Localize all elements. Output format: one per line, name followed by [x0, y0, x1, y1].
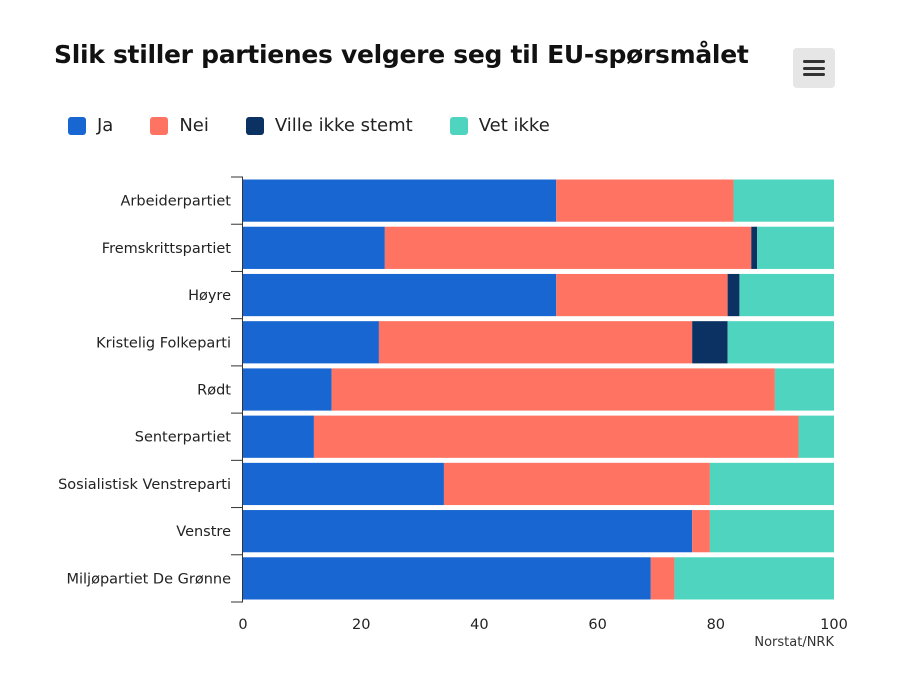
chart-credit: Norstat/NRK	[754, 635, 834, 650]
bar-ja-3[interactable]	[243, 321, 379, 364]
legend-label: Nei	[179, 115, 209, 136]
bar-ja-8[interactable]	[243, 557, 651, 600]
legend-swatch	[68, 116, 86, 135]
bar-ville-ikke-stemt-1[interactable]	[751, 226, 758, 269]
bar-nei-5[interactable]	[313, 415, 799, 458]
x-tick-label: 80	[707, 617, 725, 633]
bar-vet-ikke-6[interactable]	[709, 462, 834, 506]
chart-menu-button[interactable]	[793, 48, 835, 88]
legend-label: Ville ikke stemt	[274, 115, 413, 136]
bar-nei-3[interactable]	[378, 321, 693, 364]
x-tick-label: 0	[238, 617, 247, 633]
bar-nei-1[interactable]	[384, 226, 752, 269]
bar-ville-ikke-stemt-3[interactable]	[692, 321, 728, 364]
hamburger-menu-icon	[803, 60, 825, 63]
bar-ja-1[interactable]	[243, 226, 385, 269]
x-tick-label: 40	[470, 617, 488, 633]
category-label: Arbeiderpartiet	[121, 194, 232, 210]
bar-ja-7[interactable]	[243, 510, 693, 553]
category-label: Høyre	[188, 288, 231, 304]
bar-ja-0[interactable]	[243, 179, 557, 222]
bar-vet-ikke-5[interactable]	[798, 415, 834, 458]
bar-vet-ikke-0[interactable]	[733, 179, 834, 222]
bar-nei-7[interactable]	[692, 510, 710, 553]
bar-vet-ikke-1[interactable]	[757, 226, 834, 269]
bar-nei-8[interactable]	[650, 557, 675, 600]
category-label: Venstre	[176, 524, 231, 540]
bar-ja-5[interactable]	[243, 415, 314, 458]
category-label: Senterpartiet	[135, 430, 232, 446]
bar-ja-2[interactable]	[243, 273, 557, 317]
bar-ville-ikke-stemt-2[interactable]	[727, 273, 740, 317]
bar-vet-ikke-4[interactable]	[774, 368, 834, 411]
bar-ja-6[interactable]	[243, 462, 444, 506]
x-tick-label: 60	[588, 617, 606, 633]
legend-label: Vet ikke	[478, 115, 550, 136]
category-label: Rødt	[197, 383, 231, 399]
legend-item-ville-ikke-stemt[interactable]: Ville ikke stemt	[245, 115, 413, 136]
x-tick-label: 20	[352, 617, 370, 633]
legend-label: Ja	[97, 115, 114, 136]
legend-swatch	[245, 116, 264, 135]
category-label: Fremskrittspartiet	[102, 241, 232, 257]
chart-legend: Ja Nei Ville ikke stemt Vet ikke	[68, 115, 587, 136]
chart-title: Slik stiller partienes velgere seg til E…	[54, 40, 749, 69]
bar-nei-6[interactable]	[443, 462, 710, 506]
x-tick-label: 100	[820, 617, 848, 633]
bar-vet-ikke-3[interactable]	[727, 321, 834, 364]
bar-vet-ikke-7[interactable]	[709, 510, 834, 553]
category-label: Kristelig Folkeparti	[96, 335, 231, 351]
legend-item-vet-ikke[interactable]: Vet ikke	[449, 115, 550, 136]
category-label: Miljøpartiet De Grønne	[66, 571, 231, 587]
hamburger-menu-icon-line	[803, 66, 825, 70]
bar-vet-ikke-8[interactable]	[674, 557, 834, 600]
legend-swatch	[150, 116, 169, 135]
bar-nei-0[interactable]	[556, 179, 734, 222]
legend-item-ja[interactable]: Ja	[68, 115, 113, 136]
bar-ja-4[interactable]	[243, 368, 332, 411]
hamburger-menu-icon-line	[803, 73, 825, 76]
bar-vet-ikke-2[interactable]	[739, 273, 834, 317]
bar-nei-4[interactable]	[331, 368, 775, 411]
legend-swatch	[449, 116, 468, 135]
legend-item-nei[interactable]: Nei	[150, 115, 209, 136]
category-label: Sosialistisk Venstreparti	[58, 477, 231, 493]
bar-nei-2[interactable]	[556, 273, 728, 317]
